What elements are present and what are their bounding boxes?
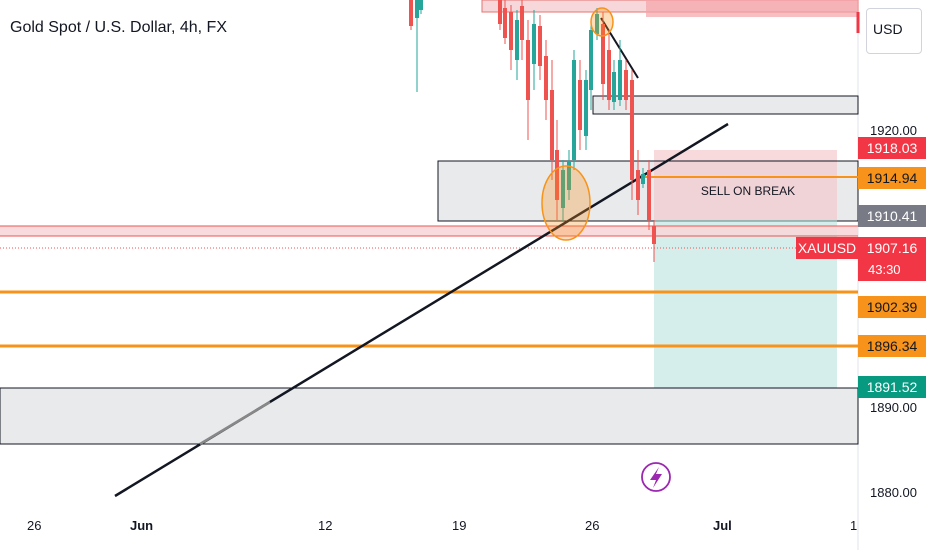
supply-box-small [592,95,859,115]
trendline-faded-segment [199,400,271,446]
time-tick-12: 12 [318,518,333,533]
price-label-orange-low: 1896.34 [858,335,926,357]
symbol-badge: XAUUSD [796,237,858,259]
time-tick-19: 19 [452,518,467,533]
price-tick-1880: 1880.00 [870,485,917,500]
currency-button[interactable]: USD [866,8,922,54]
highlight-circle-low [541,165,591,241]
price-label-upper-orange: 1914.94 [858,167,926,189]
price-label-orange-mid: 1902.39 [858,296,926,318]
candles [409,0,656,262]
resistance-zone-top-highlight [646,0,858,17]
time-tick-jul: Jul [713,518,732,533]
price-label-target: 1891.52 [858,376,926,398]
price-label-gray: 1910.41 [858,205,926,227]
support-zone-lower [0,387,859,445]
price-tick-1920: 1920.00 [870,123,917,138]
bar-countdown: 43:30 [858,259,926,281]
time-tick-1: 1 [850,518,858,533]
symbol-title[interactable]: Gold Spot / U.S. Dollar, 4h, FX [10,19,227,36]
time-tick-26: 26 [27,518,42,533]
highlight-circle-high [590,7,614,37]
current-price-zone [0,226,858,236]
sell-on-break-text: SELL ON BREAK [701,184,795,198]
lightning-icon[interactable] [641,462,671,492]
time-tick-26b: 26 [585,518,600,533]
price-tick-1890: 1890.00 [870,400,917,415]
time-tick-jun: Jun [130,518,154,533]
price-label-upper-red: 1918.03 [858,137,926,159]
short-risk-zone [654,150,837,220]
price-label-current: 1907.16 [858,237,926,259]
